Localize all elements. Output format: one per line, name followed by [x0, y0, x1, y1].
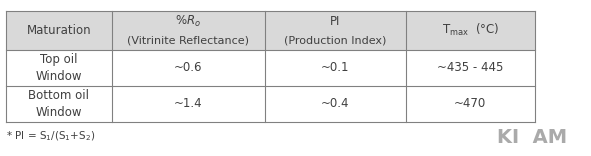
Bar — [6, 50, 535, 86]
Text: (Vitrinite Reflectance): (Vitrinite Reflectance) — [127, 36, 249, 46]
Text: $\mathit{\%R_o}$: $\mathit{\%R_o}$ — [175, 14, 201, 29]
Text: ~0.6: ~0.6 — [174, 61, 202, 74]
Bar — [6, 86, 535, 122]
Text: KI  AM: KI AM — [497, 128, 567, 147]
Text: Maturation: Maturation — [27, 24, 91, 37]
Bar — [6, 11, 535, 50]
Text: (Production Index): (Production Index) — [284, 36, 387, 46]
Text: ~0.1: ~0.1 — [321, 61, 349, 74]
Text: Bottom oil
Window: Bottom oil Window — [28, 89, 89, 119]
Text: Top oil
Window: Top oil Window — [35, 53, 82, 83]
Text: ~0.4: ~0.4 — [321, 97, 349, 110]
Text: ~435 - 445: ~435 - 445 — [437, 61, 504, 74]
Text: ~470: ~470 — [454, 97, 486, 110]
Text: PI: PI — [330, 15, 340, 28]
Text: ~1.4: ~1.4 — [174, 97, 202, 110]
Text: * PI = S$_1$/(S$_1$+S$_2$): * PI = S$_1$/(S$_1$+S$_2$) — [6, 129, 95, 143]
Text: T$_{\rm max}$  (°C): T$_{\rm max}$ (°C) — [441, 22, 499, 39]
